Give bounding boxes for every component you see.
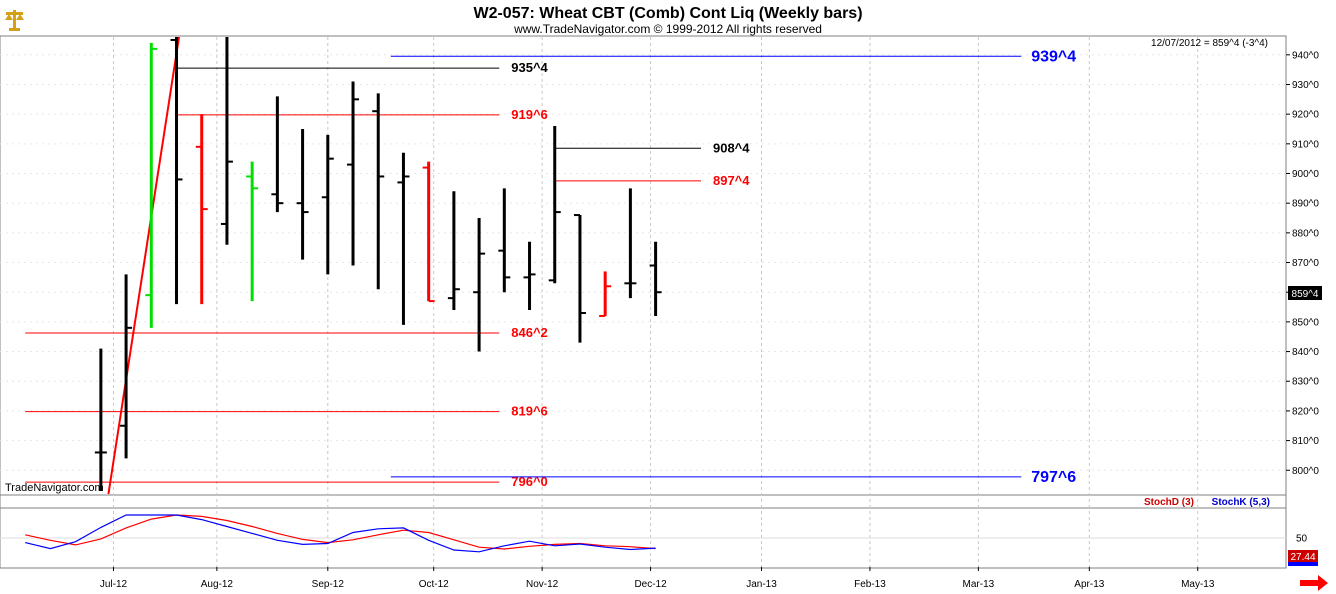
stoch-badge: 27.44 [1288, 550, 1318, 566]
y-tick-label: 940^0 [1292, 50, 1319, 61]
ohlc-bar [473, 218, 486, 352]
x-tick-label: Apr-13 [1074, 579, 1104, 590]
x-tick-label: Sep-12 [312, 579, 345, 590]
x-tick-label: Feb-13 [854, 579, 886, 590]
stochk-line [25, 514, 656, 553]
chart-subtitle: www.TradeNavigator.com © 1999-2012 All r… [513, 22, 822, 36]
level-label: 919^6 [511, 107, 548, 122]
x-tick-label: May-13 [1181, 579, 1215, 590]
x-tick-label: Jul-12 [100, 579, 128, 590]
level-label: 935^4 [511, 60, 548, 75]
legend-stochd: StochD (3) [1144, 497, 1194, 508]
ohlc-bar [246, 161, 259, 302]
y-tick-label: 840^0 [1292, 347, 1319, 358]
ohlc-bar [170, 37, 183, 305]
ohlc-bar [195, 114, 208, 305]
stoch-tick-label: 50 [1296, 534, 1308, 545]
trendline [107, 36, 181, 495]
ohlc-bar [624, 188, 637, 299]
x-tick-label: Dec-12 [634, 579, 667, 590]
watermark: TradeNavigator.com [5, 482, 104, 494]
stochastic-pane: 50 [0, 514, 1308, 553]
chart-title: W2-057: Wheat CBT (Comb) Cont Liq (Weekl… [473, 5, 862, 22]
legend-stochk: StochK (5,3) [1212, 497, 1270, 508]
level-label: 897^4 [713, 173, 750, 188]
price-bars [94, 37, 662, 492]
y-tick-label: 880^0 [1292, 228, 1319, 239]
ohlc-bar [548, 126, 561, 284]
ohlc-bar [498, 188, 511, 293]
x-tick-label: Oct-12 [419, 579, 449, 590]
level-label: 908^4 [713, 140, 750, 155]
price-badge: 859^4 [1288, 286, 1322, 300]
ohlc-bar [321, 134, 334, 275]
stoch-badge-text: 27.44 [1290, 552, 1315, 563]
ohlc-bar [573, 214, 586, 343]
x-tick-label: Aug-12 [201, 579, 234, 590]
y-tick-label: 930^0 [1292, 80, 1319, 91]
y-tick-label: 850^0 [1292, 317, 1319, 328]
y-tick-label: 820^0 [1292, 406, 1319, 417]
ohlc-bar [397, 152, 410, 325]
level-label: 796^0 [511, 474, 548, 489]
scales-icon[interactable] [5, 10, 24, 31]
y-tick-label: 830^0 [1292, 377, 1319, 388]
level-label: 797^6 [1031, 469, 1076, 486]
ohlc-bar [649, 241, 662, 316]
level-label: 846^2 [511, 325, 548, 340]
y-tick-label: 900^0 [1292, 169, 1319, 180]
ohlc-bar [347, 81, 360, 266]
ohlc-bar [145, 42, 158, 328]
y-tick-label: 910^0 [1292, 139, 1319, 150]
x-tick-label: Nov-12 [526, 579, 559, 590]
y-tick-label: 800^0 [1292, 466, 1319, 477]
ohlc-bar [296, 128, 309, 260]
level-label: 819^6 [511, 404, 548, 419]
y-tick-label: 870^0 [1292, 258, 1319, 269]
ohlc-bar [422, 161, 435, 303]
last-quote: 12/07/2012 = 859^4 (-3^4) [1151, 38, 1268, 49]
ohlc-bar [120, 274, 133, 459]
scroll-right-arrow-icon[interactable] [1300, 575, 1328, 591]
ohlc-bar [94, 348, 107, 492]
y-tick-label: 890^0 [1292, 199, 1319, 210]
date-axis: Jul-12 Aug-12 Sep-12 Oct-12 Nov-12 Dec-12 Jan-… [100, 567, 1215, 590]
x-tick-label: Jan-13 [746, 579, 777, 590]
x-tick-label: Mar-13 [963, 579, 995, 590]
price-badge-text: 859^4 [1292, 289, 1319, 300]
frame [0, 35, 1287, 569]
trendline-segment [107, 36, 181, 495]
y-tick-label: 920^0 [1292, 110, 1319, 121]
price-axis: 800^0810^0820^0830^0840^0850^0860^0870^0… [1286, 50, 1319, 477]
ohlc-bar [599, 271, 612, 317]
ohlc-bar [372, 93, 385, 290]
ohlc-bar [447, 191, 460, 311]
level-lines: 935^4 919^6 908^4 897^4 846^2 819^6 796^0 939^4… [25, 48, 1076, 489]
y-tick-label: 810^0 [1292, 436, 1319, 447]
ohlc-bar [523, 241, 536, 311]
ohlc-bar [271, 96, 284, 213]
level-label: 939^4 [1031, 48, 1076, 65]
ohlc-bar [220, 37, 233, 245]
